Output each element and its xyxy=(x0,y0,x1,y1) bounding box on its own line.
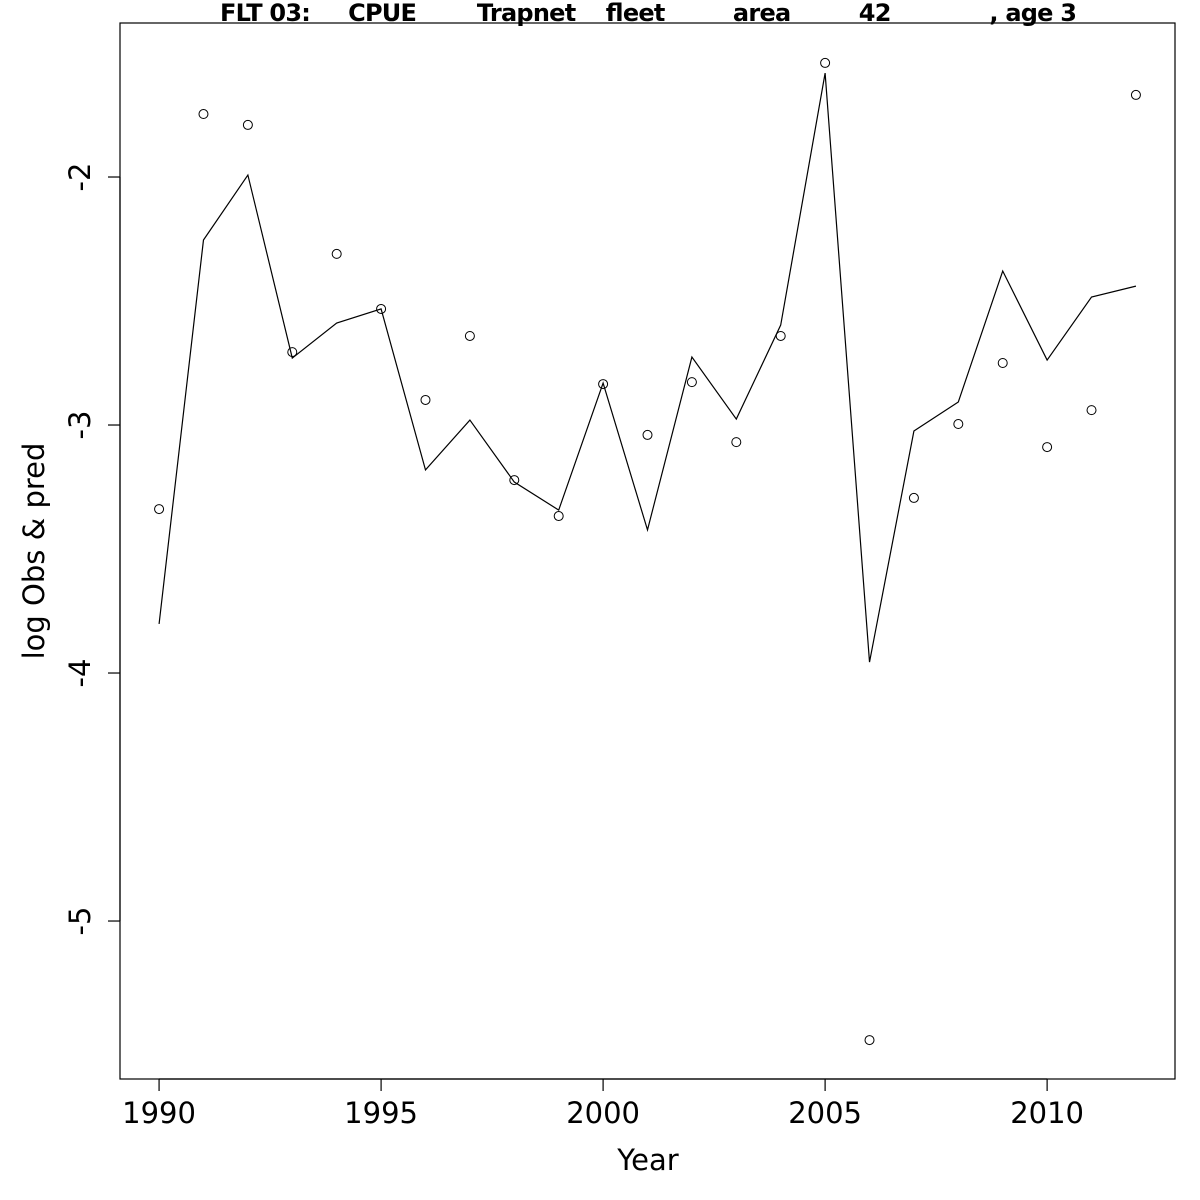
observed-point xyxy=(242,119,253,130)
x-tick-label: 2005 xyxy=(788,1096,862,1130)
observed-point xyxy=(908,492,919,503)
observed-point xyxy=(731,437,742,448)
observed-point xyxy=(1130,89,1141,100)
observed-point xyxy=(553,511,564,522)
observed-point xyxy=(642,429,653,440)
observed-point xyxy=(997,358,1008,369)
observed-point xyxy=(509,475,520,486)
x-axis-label: Year xyxy=(616,1143,678,1177)
observed-point xyxy=(420,394,431,405)
observed-point xyxy=(953,419,964,430)
x-tick-label: 1990 xyxy=(122,1096,196,1130)
observed-point xyxy=(686,377,697,388)
observed-point xyxy=(864,1035,875,1046)
y-axis-label: log Obs & pred xyxy=(17,443,51,660)
observed-point xyxy=(1086,405,1097,416)
chart-title: FLT 03: CPUE Trapnet fleet area 42 , age… xyxy=(220,0,1077,27)
observed-point xyxy=(1042,442,1053,453)
y-tick-label: -2 xyxy=(63,163,97,192)
predicted-line xyxy=(158,72,1137,663)
x-tick-label: 1995 xyxy=(344,1096,418,1130)
x-tick-label: 2000 xyxy=(566,1096,640,1130)
observed-point xyxy=(464,330,475,341)
x-tick-label: 2010 xyxy=(1010,1096,1084,1130)
y-tick-label: -4 xyxy=(63,659,97,688)
y-tick-label: -5 xyxy=(63,907,97,936)
observed-point xyxy=(331,248,342,259)
observed-point xyxy=(198,109,209,120)
observed-point xyxy=(598,379,609,390)
observed-point xyxy=(154,504,165,515)
observed-point xyxy=(820,57,831,68)
observed-point xyxy=(376,303,387,314)
y-tick-label: -3 xyxy=(63,411,97,440)
